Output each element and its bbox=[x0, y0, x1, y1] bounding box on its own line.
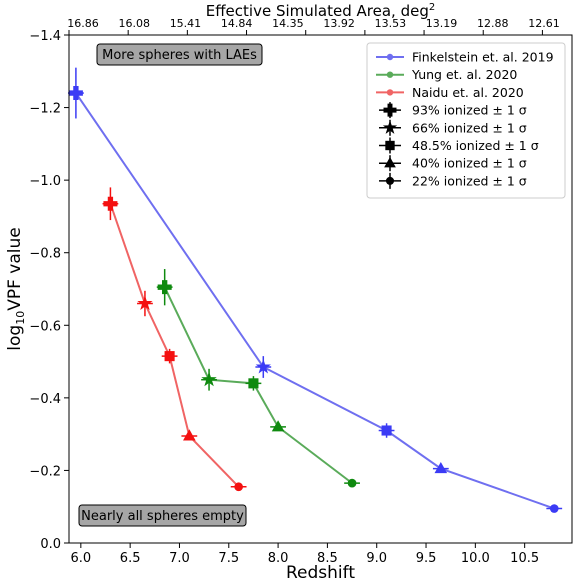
data-point bbox=[271, 420, 285, 432]
series-markers bbox=[68, 67, 563, 513]
legend-dot bbox=[386, 71, 394, 78]
top-tick-label: 14.35 bbox=[272, 17, 304, 30]
annotation-top-box bbox=[96, 43, 263, 66]
axes: 6.0 6.5 7.0 7.5 8.0 8.5 9.0 9.5 10.0 10.5 0.0 −0.2 −… bbox=[29, 17, 573, 566]
data-point bbox=[434, 461, 448, 474]
data-point bbox=[201, 371, 217, 387]
data-point bbox=[347, 478, 357, 488]
data-point bbox=[183, 429, 196, 441]
data-point bbox=[248, 378, 259, 389]
plot-frame bbox=[68, 34, 573, 544]
legend-label: 22% ionized ± 1 σ bbox=[412, 173, 527, 188]
annotation-bottom: Nearly all spheres empty bbox=[81, 509, 244, 524]
data-point bbox=[157, 280, 172, 295]
top-tick-label: 15.41 bbox=[170, 17, 202, 30]
x-tick-label: 8.5 bbox=[317, 551, 338, 566]
legend-box bbox=[366, 42, 566, 199]
legend-label: Finkelstein et. al. 2019 bbox=[412, 50, 554, 65]
annotation-top: More spheres with LAEs bbox=[102, 48, 257, 63]
data-point bbox=[68, 86, 83, 101]
y-tick-label: −1.2 bbox=[29, 102, 61, 117]
top-tick-label: 12.88 bbox=[477, 17, 509, 30]
x-tick-label: 10.5 bbox=[510, 551, 539, 566]
x-tick-label: 6.5 bbox=[120, 551, 141, 566]
x-tick-label: 9.5 bbox=[416, 551, 437, 566]
x-tick-label: 8.0 bbox=[268, 551, 289, 566]
y-tick-label: −0.4 bbox=[29, 392, 61, 407]
legend-dot bbox=[386, 89, 394, 96]
legend-label: 40% ionized ± 1 σ bbox=[412, 156, 527, 171]
data-point bbox=[549, 504, 559, 513]
y-tick-label: −1.0 bbox=[29, 174, 61, 189]
top-axis-label: Effective Simulated Area, deg2 bbox=[206, 2, 435, 20]
legend-marker bbox=[385, 176, 395, 185]
y-tick-label: −0.6 bbox=[29, 319, 61, 334]
annotations: More spheres with LAEs Nearly all spheres… bbox=[78, 43, 263, 527]
legend-marker bbox=[382, 120, 398, 134]
legend-marker bbox=[385, 140, 395, 151]
top-tick-label: 16.86 bbox=[67, 17, 99, 30]
data-point bbox=[103, 196, 118, 211]
y-axis-label: log10VPF value bbox=[5, 227, 27, 350]
x-tick-label: 7.5 bbox=[218, 551, 239, 566]
axis-labels: Redshift Effective Simulated Area, deg2 lo… bbox=[5, 2, 435, 583]
legend-label: 93% ionized ± 1 σ bbox=[412, 103, 527, 118]
x-axis-label: Redshift bbox=[286, 563, 355, 583]
x-tick-label: 9.0 bbox=[366, 551, 387, 566]
y-tick-label: −1.4 bbox=[29, 29, 61, 44]
x-tick-label: 6.0 bbox=[70, 551, 91, 566]
data-point bbox=[164, 351, 175, 362]
legend-label: 66% ionized ± 1 σ bbox=[412, 120, 527, 135]
legend-marker bbox=[384, 157, 396, 168]
x-tick-label: 10.0 bbox=[461, 551, 490, 566]
top-tick-label: 12.61 bbox=[528, 17, 560, 30]
y-tick-label: 0.0 bbox=[40, 537, 61, 552]
legend-label: Naidu et. al. 2020 bbox=[412, 85, 524, 100]
series-line bbox=[109, 203, 240, 488]
y-tick-label: −0.8 bbox=[29, 247, 61, 262]
legend-dot bbox=[386, 53, 394, 61]
legend-label: Yung et. al. 2020 bbox=[411, 67, 517, 82]
legend-marker bbox=[383, 103, 397, 117]
data-point bbox=[137, 295, 153, 311]
top-tick-label: 16.08 bbox=[118, 17, 150, 30]
top-tick-label: 13.19 bbox=[426, 17, 458, 30]
data-point bbox=[234, 482, 243, 492]
data-point bbox=[255, 358, 271, 374]
legend-label: 48.5% ionized ± 1 σ bbox=[412, 138, 539, 153]
top-tick-label: 13.92 bbox=[323, 17, 355, 30]
top-tick-label: 14.84 bbox=[221, 17, 253, 30]
y-tick-label: −0.2 bbox=[29, 464, 61, 479]
data-point bbox=[381, 425, 392, 436]
x-tick-label: 7.0 bbox=[169, 551, 190, 566]
annotation-bottom-box bbox=[78, 504, 247, 527]
legend: Finkelstein et. al. 2019 Yung et. al. 202… bbox=[366, 42, 566, 199]
top-tick-label: 13.53 bbox=[375, 17, 407, 30]
